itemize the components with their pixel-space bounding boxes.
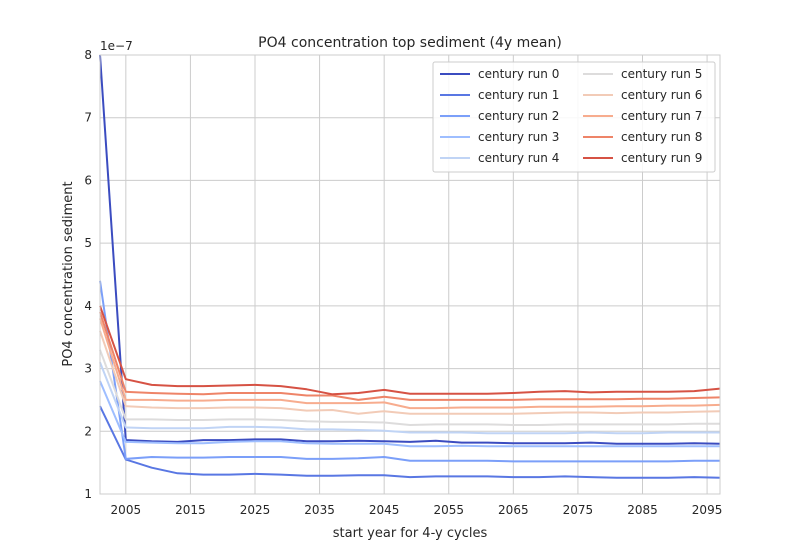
- series-lines: [99, 54, 721, 479]
- legend-box: [432, 61, 716, 173]
- x-tick-label: 2095: [692, 503, 723, 517]
- x-tick-label: 2065: [498, 503, 529, 517]
- legend-label: century run 9: [621, 151, 702, 165]
- x-tick-label: 2015: [175, 503, 206, 517]
- series-line-run-9: [99, 305, 721, 396]
- y-offset-label: 1e−7: [100, 39, 133, 53]
- y-tick-label: 4: [84, 299, 92, 313]
- chart-title: PO4 concentration top sediment (4y mean): [258, 35, 562, 51]
- x-tick-label: 2025: [240, 503, 271, 517]
- x-tick-label: 2055: [433, 503, 464, 517]
- y-tick-label: 2: [84, 424, 92, 438]
- x-axis-label: start year for 4-y cycles: [333, 526, 488, 541]
- series-line-run-6: [99, 330, 721, 415]
- y-tick-label: 7: [84, 111, 92, 125]
- y-tick-label: 6: [84, 173, 92, 187]
- series-line-run-3: [99, 380, 720, 448]
- legend-label: century run 5: [621, 67, 702, 81]
- y-tick-label: 5: [84, 236, 92, 250]
- x-tick-label: 2085: [627, 503, 658, 517]
- x-tick-label: 2035: [304, 503, 335, 517]
- series-line-run-1: [99, 405, 721, 479]
- x-tick-label: 2045: [369, 503, 400, 517]
- y-tick-label: 8: [84, 48, 92, 62]
- legend-label: century run 8: [621, 130, 702, 144]
- legend-label: century run 4: [478, 151, 559, 165]
- series-line-run-4: [99, 361, 720, 435]
- legend-label: century run 3: [478, 130, 559, 144]
- series-line-run-8: [99, 311, 721, 401]
- y-tick-label: 3: [84, 362, 92, 376]
- series-line-run-7: [99, 318, 721, 410]
- legend-label: century run 0: [478, 67, 559, 81]
- y-tick-label: 1: [84, 487, 92, 501]
- legend-label: century run 7: [621, 109, 702, 123]
- y-axis-label: PO4 concentration sediment: [61, 181, 76, 366]
- series-line-run-2: [99, 280, 720, 463]
- series-line-run-5: [99, 349, 720, 426]
- x-tick-labels: 2005 2015 2025 2035 2045 2055 2065 2075 2085 2095: [111, 503, 723, 517]
- y-tick-labels: 1 2 3 4 5 6 7 8: [84, 48, 92, 501]
- legend-label: century run 6: [621, 88, 702, 102]
- series-line-run-0: [99, 54, 721, 445]
- legend-label: century run 2: [478, 109, 559, 123]
- legend-label: century run 1: [478, 88, 559, 102]
- plot-frame: [99, 54, 721, 495]
- x-tick-label: 2075: [563, 503, 594, 517]
- x-tick-label: 2005: [111, 503, 142, 517]
- legend: century run 0 century run 1 century run 2 c…: [432, 61, 716, 173]
